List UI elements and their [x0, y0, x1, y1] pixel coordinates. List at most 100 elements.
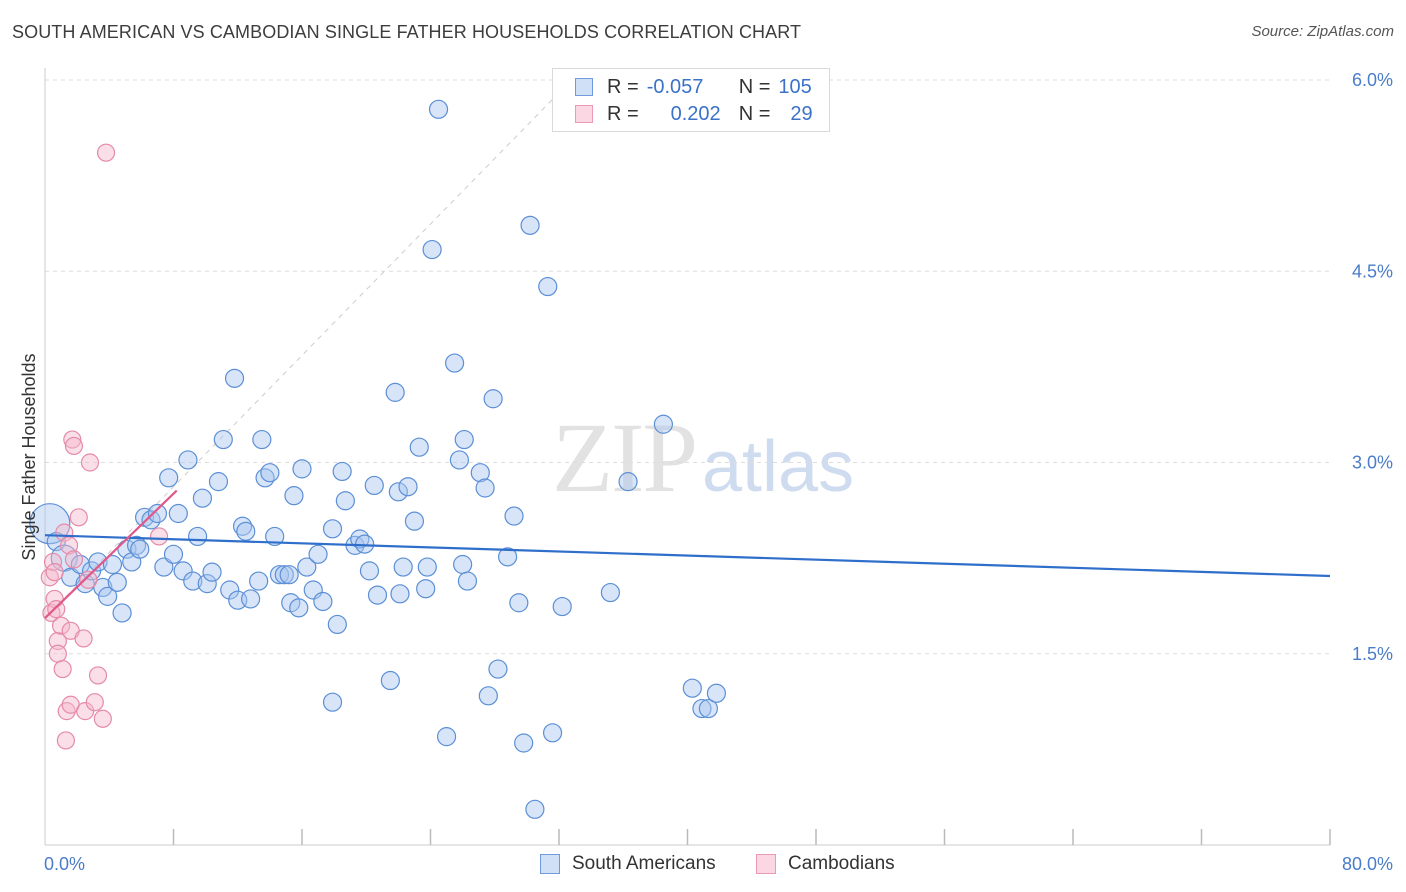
- south-americans-trend-line: [44, 534, 1331, 578]
- cambodian-point: [96, 143, 116, 162]
- y-tick-label: 3.0%: [1352, 453, 1393, 473]
- south-american-point: [173, 561, 193, 581]
- south-american-point: [542, 723, 563, 743]
- south-american-point: [292, 459, 312, 479]
- south-american-point: [453, 554, 473, 575]
- south-american-point: [163, 544, 184, 564]
- south-american-point: [308, 544, 328, 564]
- south-american-point: [313, 591, 333, 612]
- cambodian-point: [64, 550, 84, 569]
- south-american-point: [265, 526, 285, 547]
- south-american-point: [183, 571, 203, 591]
- south-american-point: [478, 686, 498, 706]
- south-american-point: [422, 239, 442, 260]
- south-american-point: [488, 659, 508, 679]
- south-american-point: [436, 727, 457, 747]
- south-american-point: [698, 698, 718, 719]
- south-american-point: [428, 99, 449, 119]
- cambodian-point: [80, 453, 100, 472]
- south-american-point: [509, 593, 529, 613]
- diagonal-reference: [44, 92, 560, 619]
- cambodian-point: [40, 568, 59, 587]
- south-american-point: [93, 577, 113, 598]
- bottom-legend-swatch-blue: [540, 854, 560, 874]
- bottom-legend-south-americans: South Americans: [540, 851, 716, 877]
- south-american-point: [409, 437, 429, 457]
- south-american-point: [444, 353, 465, 373]
- legend-r-label: R =: [607, 102, 639, 125]
- cambodian-point: [74, 629, 93, 648]
- cambodian-point: [45, 563, 64, 582]
- south-american-point: [297, 557, 317, 577]
- y-tick-label: 1.5%: [1352, 644, 1393, 664]
- south-american-point: [322, 519, 343, 539]
- south-american-point: [112, 603, 132, 623]
- south-american-point: [653, 414, 674, 434]
- south-american-point: [197, 574, 217, 594]
- axes: [44, 68, 1331, 846]
- legend-n-label: N =: [738, 75, 771, 98]
- south-american-point: [498, 547, 518, 567]
- south-american-point: [284, 486, 304, 506]
- south-american-point: [168, 503, 188, 524]
- south-american-point: [359, 561, 380, 581]
- south-american-point: [192, 488, 213, 508]
- chart-title: SOUTH AMERICAN VS CAMBODIAN SINGLE FATHE…: [12, 22, 802, 42]
- reference-line: [44, 92, 560, 619]
- legend-r-value: 0.202: [670, 102, 721, 125]
- south-american-point: [260, 463, 280, 483]
- legend-r-label: R =: [607, 75, 639, 98]
- south-american-point: [520, 215, 540, 235]
- x-tick-label-max: 80.0%: [1342, 854, 1393, 874]
- south-american-point: [252, 429, 272, 450]
- tick-labels: 1.5% 3.0% 4.5% 6.0% 0.0% 80.0% Single Father H…: [19, 70, 1393, 874]
- cambodian-point: [48, 631, 67, 651]
- south-american-point: [159, 468, 179, 488]
- south-american-point: [327, 614, 347, 635]
- south-american-point: [367, 585, 388, 605]
- source-label: Source: ZipAtlas.com: [1251, 23, 1394, 40]
- south-american-point: [187, 526, 208, 547]
- south-american-point: [102, 554, 123, 575]
- correlation-legend: R = -0.057 N = 105 R = 0.202 N = 29: [552, 68, 830, 132]
- cambodian-point: [69, 508, 88, 527]
- south-american-point: [457, 571, 478, 591]
- legend-n-value: 105: [778, 75, 812, 98]
- cambodian-point: [64, 436, 84, 456]
- y-tick-label: 6.0%: [1352, 70, 1393, 90]
- south-american-point: [552, 596, 572, 617]
- south-american-point: [380, 670, 400, 691]
- bottom-legend-cambodians: Cambodians: [756, 851, 895, 877]
- cambodian-point: [88, 666, 108, 685]
- south-american-point: [470, 463, 490, 483]
- south-american-point: [269, 565, 290, 585]
- cambodian-point: [56, 731, 75, 750]
- south-american-point: [514, 733, 534, 753]
- south-american-point: [178, 450, 198, 470]
- south-american-point: [525, 799, 545, 819]
- y-tick-label: 4.5%: [1352, 261, 1393, 281]
- south-american-point: [98, 586, 118, 606]
- legend-row-cambodians: R = 0.202 N = 29: [575, 102, 813, 126]
- south-american-point: [213, 429, 233, 450]
- south-american-point: [393, 557, 413, 577]
- south-american-point: [706, 683, 727, 703]
- south-american-point: [274, 565, 294, 585]
- south-american-point: [454, 429, 474, 450]
- south-american-point: [398, 477, 418, 497]
- legend-n-label: N =: [738, 102, 771, 125]
- south-american-point: [538, 276, 558, 297]
- cambodian-point: [51, 616, 71, 635]
- south-american-point: [404, 511, 425, 531]
- legend-row-south-americans: R = -0.057 N = 105: [575, 75, 812, 99]
- south-american-point: [332, 461, 352, 482]
- south-american-point: [682, 678, 702, 698]
- bottom-legend-swatch-pink: [756, 854, 776, 874]
- zipatlas-watermark: ZIPatlas: [552, 400, 854, 515]
- south-american-point: [449, 450, 470, 470]
- bottom-legend-label: Cambodians: [788, 853, 895, 874]
- south-american-point: [220, 580, 240, 600]
- south-american-point: [388, 482, 408, 502]
- cambodians-points: [40, 143, 169, 750]
- cambodian-point: [48, 644, 67, 663]
